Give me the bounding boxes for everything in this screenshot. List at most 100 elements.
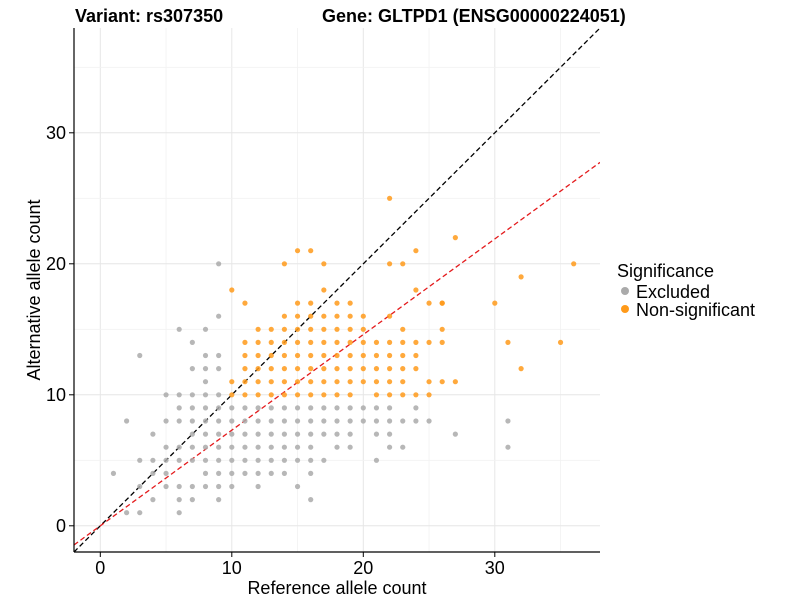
data-point	[321, 313, 327, 319]
data-point	[400, 392, 406, 398]
data-point	[150, 470, 156, 476]
data-point	[321, 352, 327, 359]
data-point	[268, 379, 274, 385]
data-point	[242, 470, 248, 476]
data-point	[360, 379, 366, 385]
title-gene: Gene: GLTPD1 (ENSG00000224051)	[322, 6, 626, 26]
data-point	[373, 405, 380, 411]
reference-lines	[74, 28, 600, 552]
data-point	[308, 352, 314, 359]
data-point	[505, 418, 511, 424]
data-point	[137, 483, 143, 490]
data-point	[308, 418, 314, 424]
data-point	[308, 300, 314, 306]
data-point	[255, 483, 261, 490]
data-point	[150, 497, 156, 503]
data-point	[439, 300, 445, 306]
data-point	[334, 444, 340, 450]
data-point	[255, 379, 261, 385]
data-point	[294, 405, 301, 411]
x-tick-label: 10	[222, 558, 242, 578]
data-point	[202, 326, 209, 332]
data-point	[452, 235, 458, 241]
data-point	[242, 379, 248, 385]
data-point	[242, 392, 248, 398]
x-tick-label: 0	[95, 558, 105, 578]
data-point	[518, 366, 524, 372]
data-point	[137, 510, 143, 516]
data-point	[281, 470, 287, 476]
data-point	[202, 392, 209, 398]
data-point	[308, 405, 314, 411]
y-tick-label: 0	[56, 516, 66, 536]
data-point	[347, 392, 353, 398]
data-point	[268, 418, 274, 424]
data-point	[255, 405, 261, 411]
data-point	[229, 444, 235, 450]
data-point	[255, 352, 261, 359]
data-point	[189, 483, 195, 490]
data-point	[308, 326, 314, 332]
data-point	[202, 352, 209, 359]
data-point	[321, 339, 327, 345]
data-point	[255, 431, 261, 437]
data-point	[308, 313, 314, 319]
data-point	[387, 352, 393, 359]
data-point	[202, 405, 209, 411]
data-point	[308, 366, 314, 372]
data-point	[242, 339, 248, 345]
data-point	[229, 379, 235, 385]
data-point	[400, 418, 406, 424]
data-point	[400, 352, 406, 359]
data-point	[373, 379, 380, 385]
data-point	[255, 392, 261, 398]
data-point	[505, 444, 511, 450]
data-point	[387, 444, 393, 450]
data-point	[189, 457, 195, 463]
data-point	[413, 418, 419, 424]
data-point	[268, 352, 274, 359]
data-point	[281, 313, 287, 319]
data-point	[281, 457, 287, 463]
data-point	[216, 352, 222, 359]
data-point	[137, 352, 143, 359]
data-point	[255, 444, 261, 450]
data-point	[360, 366, 366, 372]
data-point	[347, 379, 353, 385]
data-point	[137, 457, 143, 463]
data-point	[308, 379, 314, 385]
data-point	[216, 313, 222, 319]
data-point	[400, 379, 406, 385]
data-point	[255, 418, 261, 424]
data-point	[229, 457, 235, 463]
data-point	[413, 366, 419, 372]
data-points	[110, 195, 577, 516]
data-point	[294, 431, 301, 437]
legend-swatch-non-significant	[621, 305, 629, 313]
data-point	[294, 339, 301, 345]
data-point	[281, 379, 287, 385]
data-point	[308, 248, 314, 254]
data-point	[387, 431, 393, 437]
data-point	[255, 326, 261, 332]
data-point	[334, 418, 340, 424]
data-point	[216, 392, 222, 398]
data-point	[387, 195, 393, 201]
data-point	[242, 300, 248, 306]
data-point	[216, 444, 222, 450]
data-point	[216, 431, 222, 437]
data-point	[308, 457, 314, 463]
data-point	[124, 510, 130, 516]
data-point	[255, 457, 261, 463]
data-point	[426, 300, 432, 306]
data-point	[294, 392, 301, 398]
data-point	[163, 418, 169, 424]
data-point	[373, 339, 380, 345]
data-point	[439, 379, 445, 385]
data-point	[294, 379, 301, 385]
data-point	[176, 497, 182, 503]
data-point	[163, 392, 169, 398]
data-point	[268, 339, 274, 345]
data-point	[216, 418, 222, 424]
data-point	[202, 431, 209, 437]
